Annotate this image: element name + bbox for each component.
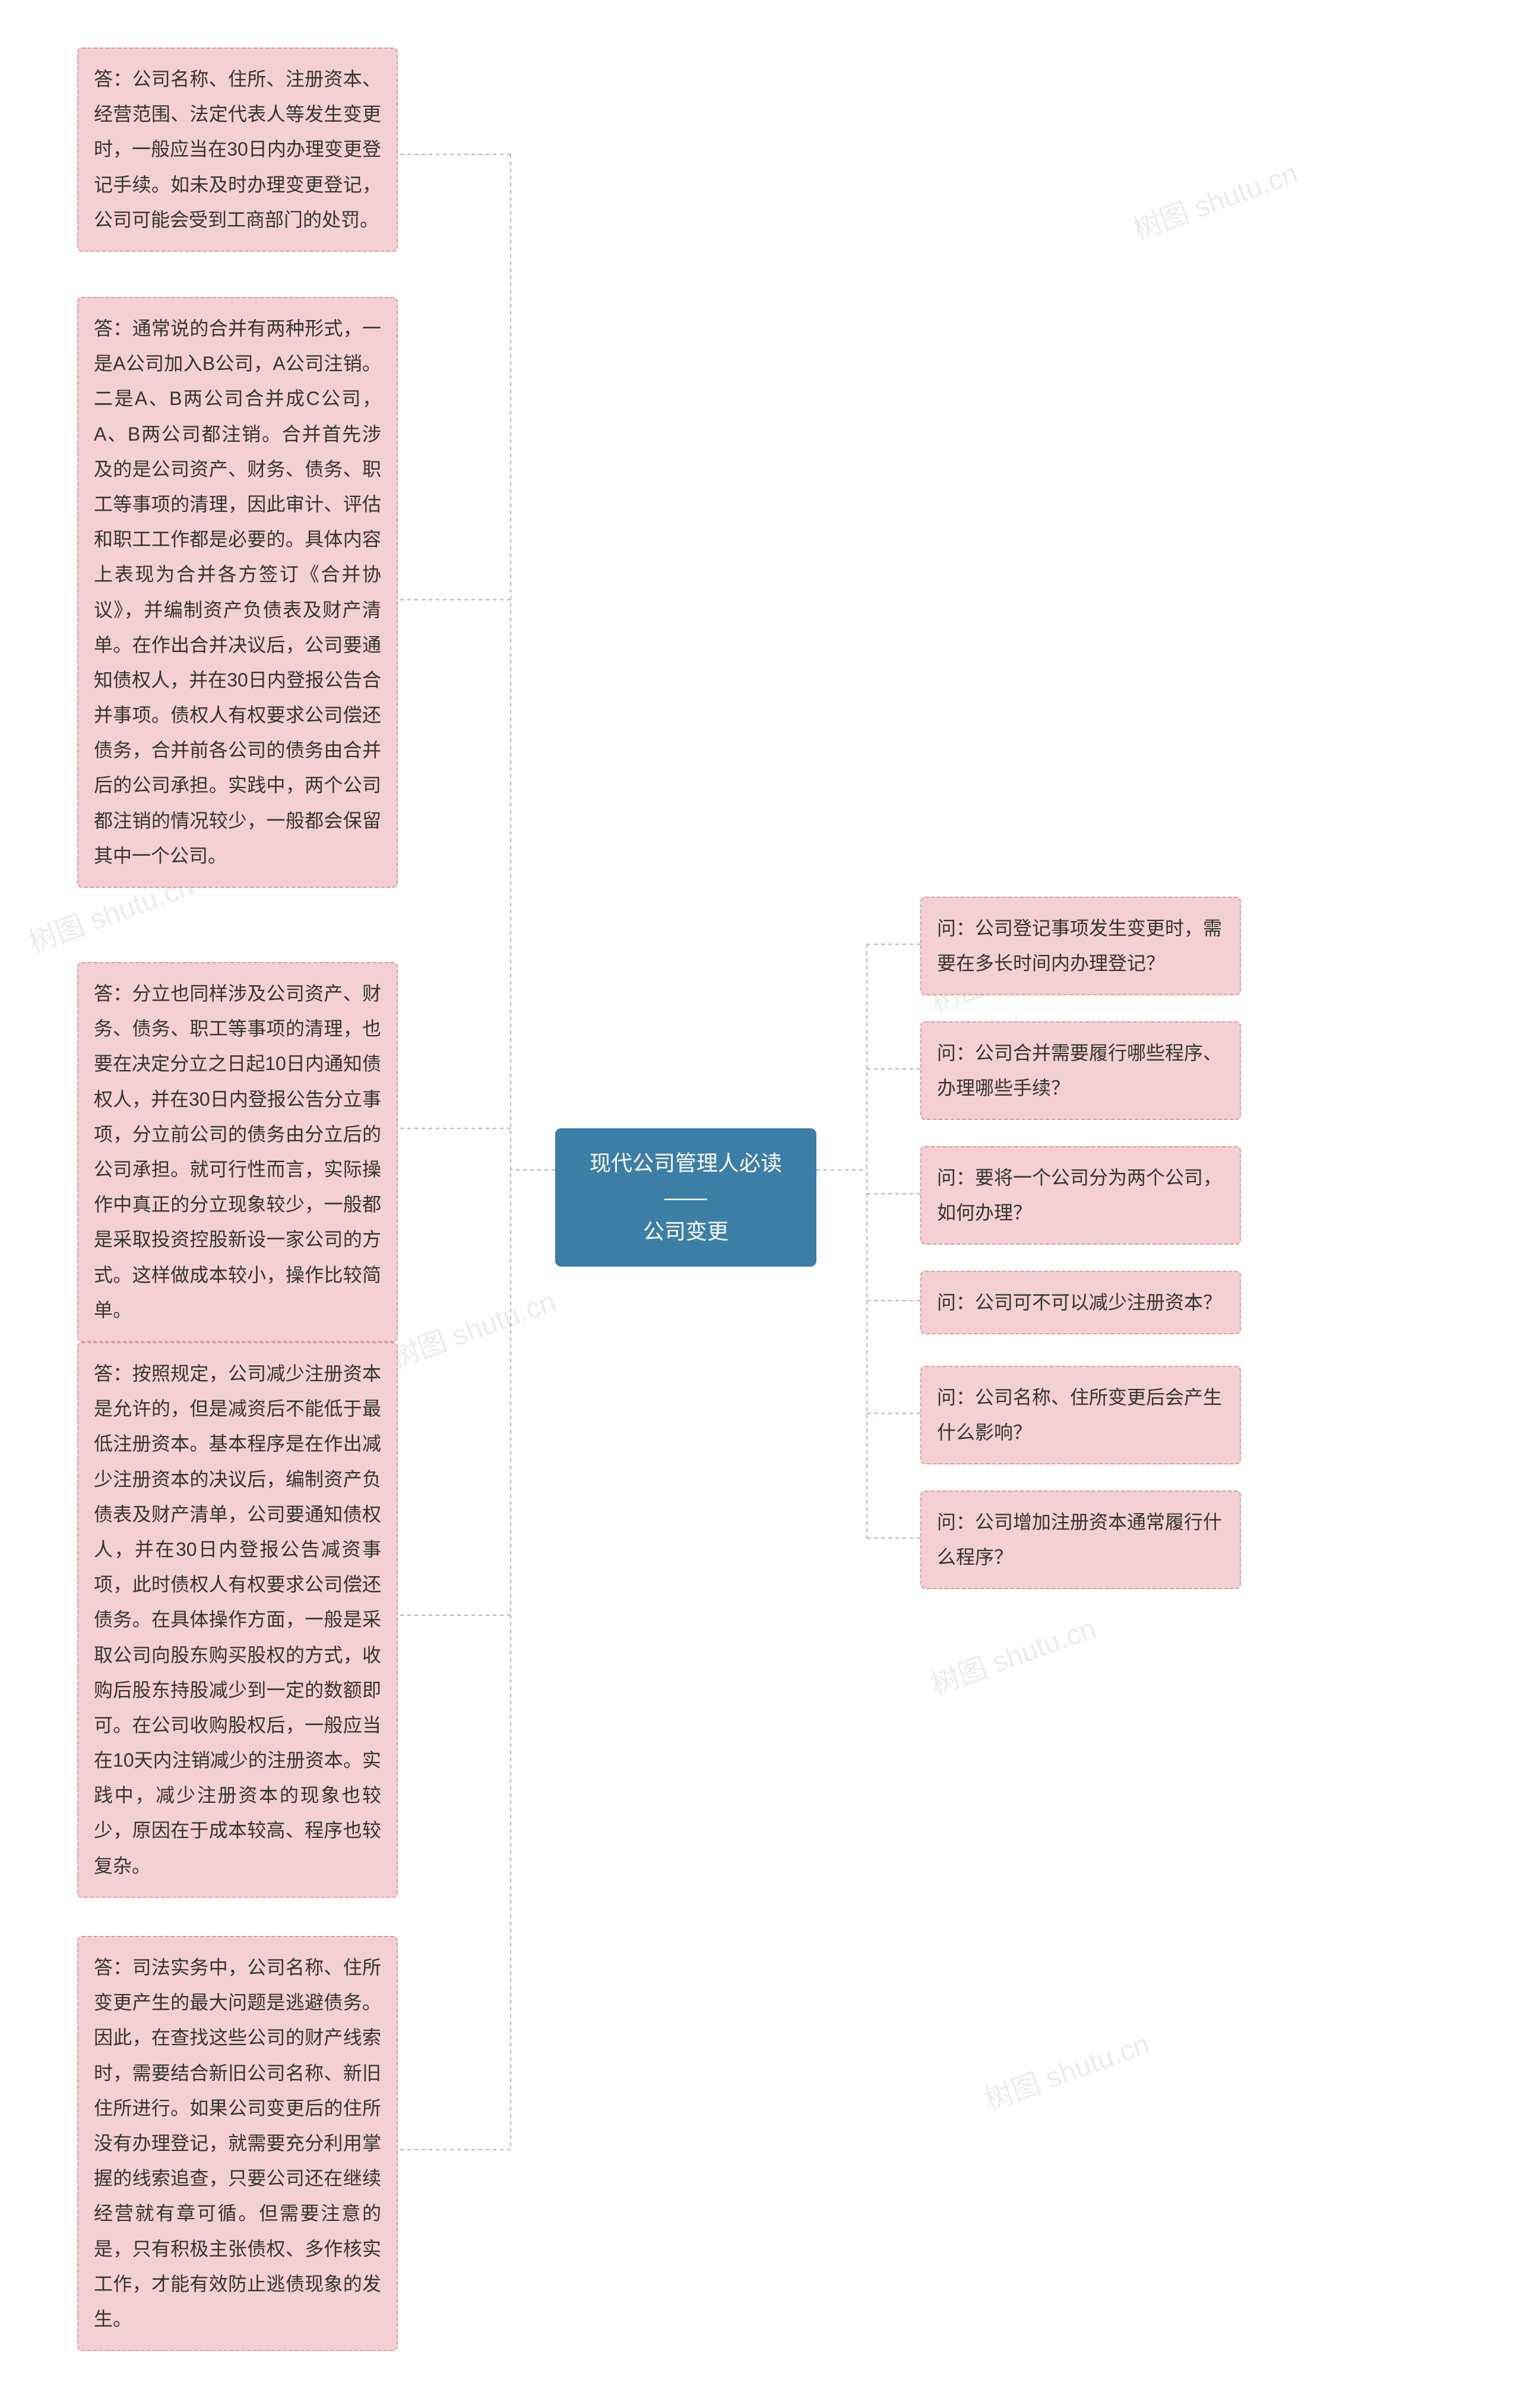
question-text: 问：公司合并需要履行哪些程序、办理哪些手续？ bbox=[937, 1042, 1222, 1099]
answer-text: 答：分立也同样涉及公司资产、财务、债务、职工等事项的清理，也要在决定分立之日起1… bbox=[94, 983, 381, 1321]
answer-text: 答：按照规定，公司减少注册资本是允许的，但是减资后不能低于最低注册资本。基本程序… bbox=[94, 1363, 381, 1877]
center-title-line2: 公司变更 bbox=[643, 1219, 729, 1243]
answer-node: 答：司法实务中，公司名称、住所变更产生的最大问题是逃避债务。因此，在查找这些公司… bbox=[77, 1936, 398, 2351]
center-title-line1: 现代公司管理人必读—— bbox=[590, 1151, 782, 1210]
question-node: 问：公司登记事项发生变更时，需要在多长时间内办理登记？ bbox=[920, 897, 1241, 995]
answer-node: 答：通常说的合并有两种形式，一是A公司加入B公司，A公司注销。二是A、B两公司合… bbox=[77, 297, 398, 888]
watermark: 树图 shutu.cn bbox=[1126, 150, 1303, 248]
answer-node: 答：分立也同样涉及公司资产、财务、债务、职工等事项的清理，也要在决定分立之日起1… bbox=[77, 962, 398, 1342]
question-node: 问：公司名称、住所变更后会产生什么影响？ bbox=[920, 1366, 1241, 1464]
question-text: 问：公司名称、住所变更后会产生什么影响？ bbox=[937, 1387, 1222, 1443]
watermark: 树图 shutu.cn bbox=[924, 1605, 1101, 1703]
watermark: 树图 shutu.cn bbox=[384, 1278, 560, 1376]
question-node: 问：公司增加注册资本通常履行什么程序？ bbox=[920, 1491, 1241, 1589]
question-node: 问：公司可不可以减少注册资本？ bbox=[920, 1271, 1241, 1334]
answer-text: 答：司法实务中，公司名称、住所变更产生的最大问题是逃避债务。因此，在查找这些公司… bbox=[94, 1957, 381, 2330]
watermark: 树图 shutu.cn bbox=[978, 2020, 1154, 2118]
question-text: 问：公司增加注册资本通常履行什么程序？ bbox=[937, 1511, 1222, 1568]
center-node: 现代公司管理人必读—— 公司变更 bbox=[555, 1128, 816, 1267]
question-node: 问：公司合并需要履行哪些程序、办理哪些手续？ bbox=[920, 1021, 1241, 1120]
answer-text: 答：公司名称、住所、注册资本、经营范围、法定代表人等发生变更时，一般应当在30日… bbox=[94, 68, 381, 230]
question-node: 问：要将一个公司分为两个公司，如何办理？ bbox=[920, 1146, 1241, 1245]
answer-text: 答：通常说的合并有两种形式，一是A公司加入B公司，A公司注销。二是A、B两公司合… bbox=[94, 318, 381, 866]
answer-node: 答：按照规定，公司减少注册资本是允许的，但是减资后不能低于最低注册资本。基本程序… bbox=[77, 1342, 398, 1898]
question-text: 问：公司登记事项发生变更时，需要在多长时间内办理登记？ bbox=[937, 917, 1222, 974]
question-text: 问：要将一个公司分为两个公司，如何办理？ bbox=[937, 1167, 1222, 1223]
question-text: 问：公司可不可以减少注册资本？ bbox=[937, 1292, 1222, 1313]
answer-node: 答：公司名称、住所、注册资本、经营范围、法定代表人等发生变更时，一般应当在30日… bbox=[77, 48, 398, 252]
